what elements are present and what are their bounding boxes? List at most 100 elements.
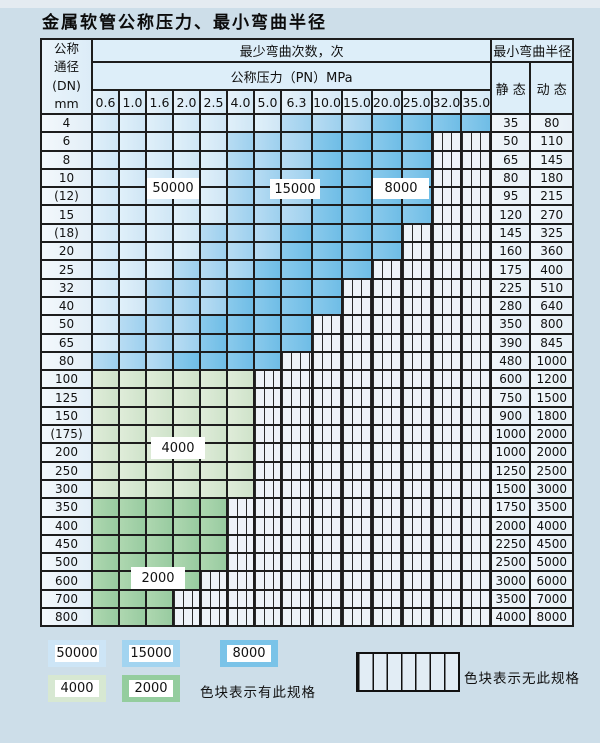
spec-cell xyxy=(370,222,403,244)
no-spec-cell xyxy=(280,369,313,390)
spec-cell xyxy=(145,369,174,390)
table-row: 65 390 845 xyxy=(40,332,575,353)
dynamic-cell: 2000 xyxy=(529,442,575,463)
spec-cell xyxy=(172,460,201,481)
pressure-header: 公称压力（PN）MPa xyxy=(90,61,493,91)
no-spec-cell xyxy=(311,515,343,536)
no-spec-cell xyxy=(400,606,433,628)
no-spec-cell xyxy=(226,515,255,536)
no-spec-cell xyxy=(280,442,313,463)
table-row: 32 225 510 xyxy=(40,277,575,298)
overlay-label-4000: 4000 xyxy=(151,437,205,459)
dn-cell: 10 xyxy=(40,167,93,189)
spec-cell xyxy=(91,186,120,207)
table-row: 400 2000 4000 xyxy=(40,515,575,536)
no-spec-cell xyxy=(400,387,433,408)
static-cell: 160 xyxy=(490,241,532,262)
static-cell: 145 xyxy=(490,222,532,244)
spec-cell xyxy=(370,131,403,152)
no-spec-cell xyxy=(370,533,403,555)
dynamic-cell: 145 xyxy=(529,149,575,170)
no-spec-cell xyxy=(311,606,343,628)
spec-cell xyxy=(145,515,174,536)
spec-cell xyxy=(280,332,313,353)
dynamic-cell: 180 xyxy=(529,167,575,189)
no-spec-cell xyxy=(430,387,463,408)
pressure-col-header: 1.6 xyxy=(145,89,174,115)
no-spec-cell xyxy=(370,515,403,536)
spec-cell xyxy=(199,259,228,280)
spec-cell xyxy=(145,387,174,408)
no-spec-cell xyxy=(460,405,493,427)
spec-cell xyxy=(145,405,174,427)
dn-cell: 500 xyxy=(40,552,93,573)
no-spec-cell xyxy=(199,570,228,591)
no-spec-cell xyxy=(430,259,463,280)
no-spec-cell xyxy=(430,332,463,353)
spec-cell xyxy=(253,222,282,244)
spec-cell xyxy=(118,259,147,280)
spec-cell xyxy=(118,112,147,134)
no-spec-cell xyxy=(311,369,343,390)
static-cell: 35 xyxy=(490,112,532,134)
no-spec-cell xyxy=(253,570,282,591)
no-spec-cell xyxy=(280,552,313,573)
no-spec-cell xyxy=(400,442,433,463)
static-cell: 225 xyxy=(490,277,532,298)
no-spec-cell xyxy=(400,515,433,536)
spec-cell xyxy=(145,606,174,628)
no-spec-cell xyxy=(430,442,463,463)
no-spec-cell xyxy=(253,478,282,500)
overlay-label-8000: 8000 xyxy=(373,178,429,199)
static-cell: 1250 xyxy=(490,460,532,481)
table-row: 25 175 400 xyxy=(40,259,575,280)
static-cell: 1000 xyxy=(490,442,532,463)
no-spec-cell xyxy=(370,259,403,280)
dynamic-cell: 6000 xyxy=(529,570,575,591)
legend-swatch-label: 8000 xyxy=(227,645,271,662)
no-spec-cell xyxy=(226,606,255,628)
spec-cell xyxy=(118,405,147,427)
no-spec-cell xyxy=(341,405,373,427)
spec-cell xyxy=(341,131,373,152)
no-spec-cell xyxy=(311,405,343,427)
no-spec-cell xyxy=(341,387,373,408)
no-spec-cell xyxy=(311,497,343,518)
spec-cell xyxy=(370,241,403,262)
spec-cell xyxy=(91,552,120,573)
dynamic-cell: 1800 xyxy=(529,405,575,427)
spec-cell xyxy=(172,332,201,353)
dynamic-cell: 7000 xyxy=(529,588,575,610)
spec-cell xyxy=(172,295,201,317)
spec-cell xyxy=(280,241,313,262)
spec-cell xyxy=(118,332,147,353)
spec-cell xyxy=(118,606,147,628)
table-row: 20 160 360 xyxy=(40,241,575,262)
no-spec-cell xyxy=(460,295,493,317)
spec-cell xyxy=(253,259,282,280)
dynamic-cell: 640 xyxy=(529,295,575,317)
spec-cell xyxy=(199,295,228,317)
spec-cell xyxy=(118,460,147,481)
table-row: 40 280 640 xyxy=(40,295,575,317)
spec-cell xyxy=(253,149,282,170)
static-cell: 50 xyxy=(490,131,532,152)
dynamic-cell: 325 xyxy=(529,222,575,244)
static-cell: 4000 xyxy=(490,606,532,628)
spec-cell xyxy=(400,112,433,134)
dn-cell: 150 xyxy=(40,405,93,427)
pressure-col-header: 2.0 xyxy=(172,89,201,115)
no-spec-cell xyxy=(370,442,403,463)
spec-cell xyxy=(118,204,147,225)
no-spec-cell xyxy=(370,552,403,573)
table-row: 800 4000 8000 xyxy=(40,606,575,628)
legend-swatch-label: 2000 xyxy=(129,680,173,697)
spec-cell xyxy=(145,460,174,481)
no-spec-cell xyxy=(400,405,433,427)
spec-cell xyxy=(280,149,313,170)
no-spec-cell xyxy=(341,442,373,463)
no-spec-cell xyxy=(400,241,433,262)
spec-cell xyxy=(199,112,228,134)
spec-cell xyxy=(145,588,174,610)
static-cell: 750 xyxy=(490,387,532,408)
